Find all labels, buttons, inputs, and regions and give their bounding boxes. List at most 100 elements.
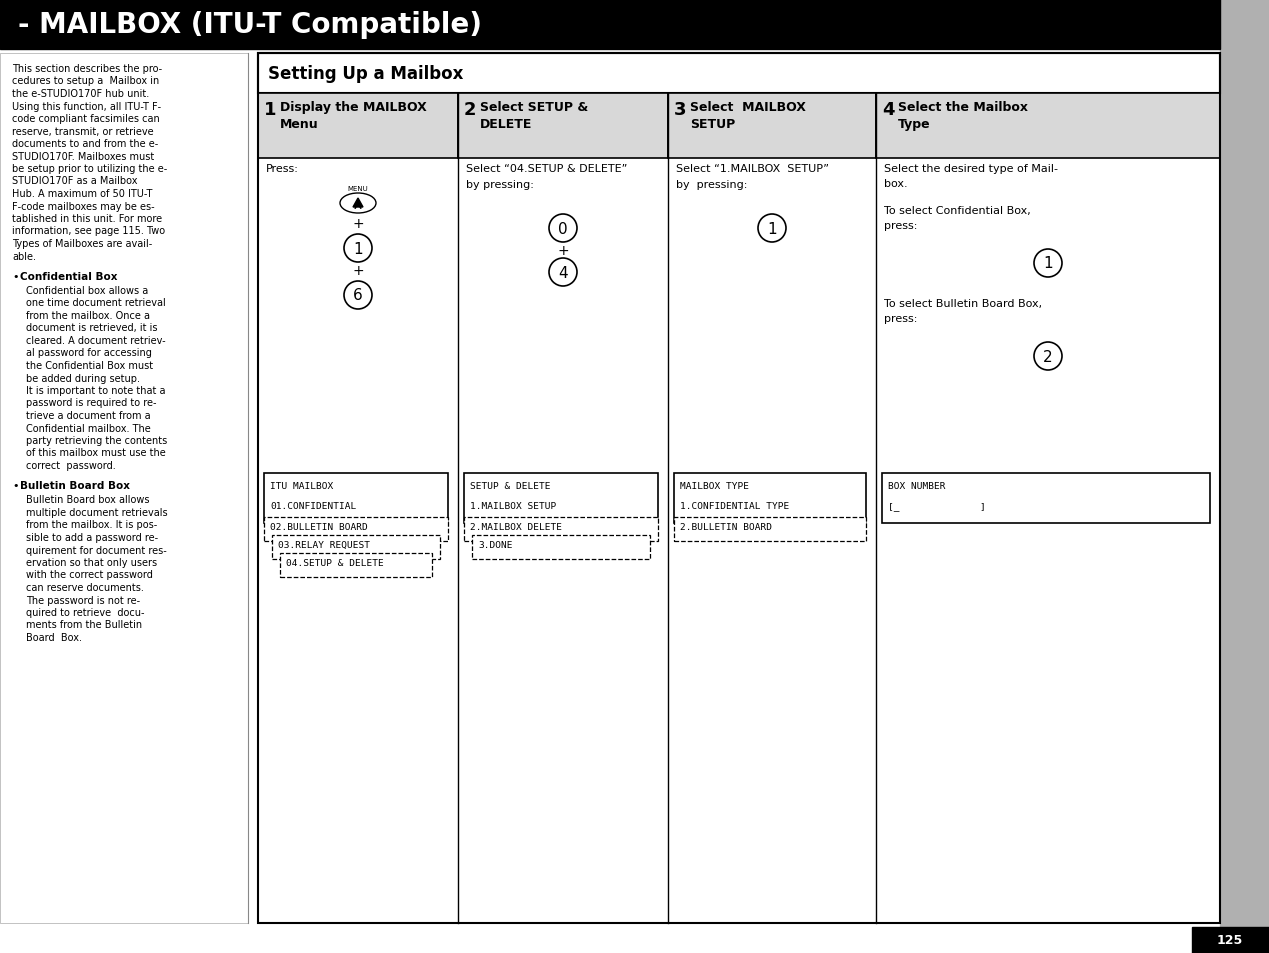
Text: sible to add a password re-: sible to add a password re- [25,533,159,542]
Text: able.: able. [11,252,36,261]
Text: +: + [557,244,569,257]
Circle shape [344,234,372,263]
Text: of this mailbox must use the: of this mailbox must use the [25,448,166,458]
Bar [674,517,865,541]
Text: press:: press: [884,314,917,324]
Text: Display the MAILBOX
Menu: Display the MAILBOX Menu [280,101,426,131]
Text: [_              ]: [_ ] [888,501,986,511]
Text: Select the Mailbox
Type: Select the Mailbox Type [898,101,1028,131]
Bar [464,517,659,541]
Text: reserve, transmit, or retrieve: reserve, transmit, or retrieve [11,127,154,136]
Circle shape [549,258,577,287]
Text: STUDIO170F. Mailboxes must: STUDIO170F. Mailboxes must [11,152,155,161]
Text: can reserve documents.: can reserve documents. [25,582,143,593]
Text: MAILBOX TYPE: MAILBOX TYPE [680,481,749,491]
Text: correct  password.: correct password. [25,460,115,471]
Text: from the mailbox. Once a: from the mailbox. Once a [25,311,150,320]
Text: STUDIO170F as a Mailbox: STUDIO170F as a Mailbox [11,176,137,186]
Text: document is retrieved, it is: document is retrieved, it is [25,323,157,334]
Bar [258,94,458,159]
Text: 2.BULLETIN BOARD: 2.BULLETIN BOARD [680,522,772,532]
Text: 1: 1 [1043,256,1053,272]
Bar [458,94,667,159]
Text: 03.RELAY REQUEST: 03.RELAY REQUEST [278,540,371,550]
Text: multiple document retrievals: multiple document retrievals [25,507,168,517]
Circle shape [549,214,577,243]
Bar [264,474,448,523]
Bar [258,54,1220,923]
Text: Hub. A maximum of 50 ITU-T: Hub. A maximum of 50 ITU-T [11,189,152,199]
Text: BOX NUMBER: BOX NUMBER [888,481,945,491]
Text: 125: 125 [1217,934,1244,946]
Text: Setting Up a Mailbox: Setting Up a Mailbox [268,65,463,83]
Text: ITU MAILBOX: ITU MAILBOX [270,481,334,491]
Text: Select “04.SETUP & DELETE”: Select “04.SETUP & DELETE” [466,164,627,173]
Text: be setup prior to utilizing the e-: be setup prior to utilizing the e- [11,164,168,173]
Text: ments from the Bulletin: ments from the Bulletin [25,619,142,630]
Text: be added during setup.: be added during setup. [25,374,140,383]
Bar [472,536,650,559]
Bar [464,474,659,523]
Text: 01.CONFIDENTIAL: 01.CONFIDENTIAL [270,501,357,511]
Bar [1220,0,1269,953]
Text: one time document retrieval: one time document retrieval [25,298,166,308]
Text: password is required to re-: password is required to re- [25,398,156,408]
Text: Bulletin Board Box: Bulletin Board Box [20,481,129,491]
Text: Types of Mailboxes are avail-: Types of Mailboxes are avail- [11,239,152,249]
Text: 2.MAILBOX DELETE: 2.MAILBOX DELETE [470,522,562,532]
Text: documents to and from the e-: documents to and from the e- [11,139,159,149]
Text: by  pressing:: by pressing: [676,180,747,190]
Text: Press:: Press: [266,164,299,173]
Text: quirement for document res-: quirement for document res- [25,545,166,555]
Bar [882,474,1211,523]
Circle shape [344,282,372,310]
Text: To select Confidential Box,: To select Confidential Box, [884,206,1030,215]
Text: •: • [11,481,19,491]
Text: Using this function, all ITU-T F-: Using this function, all ITU-T F- [11,101,161,112]
Text: Select “1.MAILBOX  SETUP”: Select “1.MAILBOX SETUP” [676,164,829,173]
Text: code compliant facsimiles can: code compliant facsimiles can [11,113,160,124]
Text: 0: 0 [558,221,567,236]
Text: press:: press: [884,221,917,231]
Circle shape [1034,250,1062,277]
Ellipse shape [340,193,376,213]
Text: 04.SETUP & DELETE: 04.SETUP & DELETE [286,558,383,567]
Bar [272,536,440,559]
Text: 02.BULLETIN BOARD: 02.BULLETIN BOARD [270,522,368,532]
Bar [876,94,1220,159]
Text: quired to retrieve  docu-: quired to retrieve docu- [25,607,145,618]
Polygon shape [353,199,363,208]
Text: Select  MAILBOX
SETUP: Select MAILBOX SETUP [690,101,806,131]
Text: - MAILBOX (ITU-T Compatible): - MAILBOX (ITU-T Compatible) [18,11,482,39]
Text: information, see page 115. Two: information, see page 115. Two [11,226,165,236]
Text: with the correct password: with the correct password [25,570,152,579]
Text: 2: 2 [1043,349,1053,364]
Text: al password for accessing: al password for accessing [25,348,152,358]
Text: To select Bulletin Board Box,: To select Bulletin Board Box, [884,298,1042,309]
Text: 4: 4 [558,265,567,280]
Text: Select SETUP &
DELETE: Select SETUP & DELETE [480,101,589,131]
Text: the e-STUDIO170F hub unit.: the e-STUDIO170F hub unit. [11,89,150,99]
Text: the Confidential Box must: the Confidential Box must [25,360,154,371]
Text: from the mailbox. It is pos-: from the mailbox. It is pos- [25,520,157,530]
Text: MENU: MENU [348,186,368,192]
Text: cedures to setup a  Mailbox in: cedures to setup a Mailbox in [11,76,159,87]
Text: 2: 2 [464,101,476,119]
Text: F-code mailboxes may be es-: F-code mailboxes may be es- [11,201,155,212]
Bar [667,94,876,159]
Text: 1: 1 [353,241,363,256]
Text: Confidential mailbox. The: Confidential mailbox. The [25,423,151,433]
Text: It is important to note that a: It is important to note that a [25,386,165,395]
Text: party retrieving the contents: party retrieving the contents [25,436,168,446]
Text: Bulletin Board box allows: Bulletin Board box allows [25,495,150,505]
Text: 6: 6 [353,288,363,303]
Circle shape [1034,343,1062,371]
Text: 4: 4 [882,101,895,119]
Bar [674,474,865,523]
Bar [0,54,247,923]
Text: ervation so that only users: ervation so that only users [25,558,157,567]
Text: tablished in this unit. For more: tablished in this unit. For more [11,213,162,224]
Text: 3.DONE: 3.DONE [478,540,513,550]
Bar [1192,927,1269,953]
Bar [264,517,448,541]
